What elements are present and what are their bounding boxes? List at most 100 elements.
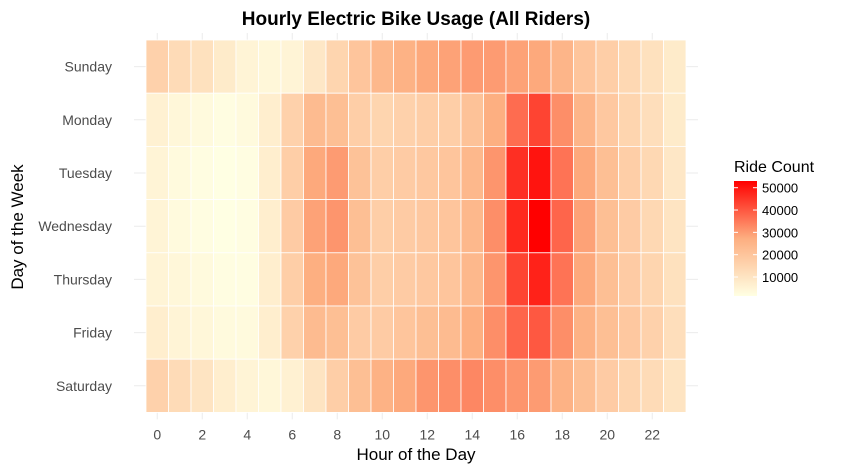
heatmap-cell-tuesday-23 [663, 145, 687, 200]
heatmap-cell-saturday-2 [190, 358, 214, 413]
heatmap-cell-tuesday-0 [145, 145, 169, 200]
heatmap-cell-thursday-13 [438, 252, 462, 307]
legend-tick-label: 10000 [762, 270, 798, 285]
heatmap-cell-wednesday-20 [595, 199, 619, 254]
heatmap-cell-sunday-2 [190, 39, 214, 94]
x-tick-label: 4 [243, 426, 251, 442]
heatmap-cell-saturday-6 [280, 358, 304, 413]
heatmap-cell-wednesday-2 [190, 199, 214, 254]
y-tick-label-thursday: Thursday [54, 271, 112, 287]
heatmap-cell-tuesday-9 [348, 145, 372, 200]
heatmap-cell-sunday-12 [415, 39, 439, 94]
x-tick-label: 14 [464, 426, 480, 442]
heatmap-cell-saturday-8 [325, 358, 349, 413]
heatmap-cell-sunday-4 [235, 39, 259, 94]
heatmap-cell-friday-1 [168, 305, 192, 360]
y-tick-label-saturday: Saturday [56, 378, 112, 394]
heatmap-cell-monday-20 [595, 92, 619, 147]
y-axis-title: Day of the Week [8, 164, 27, 290]
heatmap-cell-monday-4 [235, 92, 259, 147]
heatmap-cell-thursday-9 [348, 252, 372, 307]
heatmap-cell-saturday-12 [415, 358, 439, 413]
x-tick-label: 6 [288, 426, 296, 442]
heatmap-cell-friday-12 [415, 305, 439, 360]
heatmap-cell-saturday-1 [168, 358, 192, 413]
heatmap-cell-thursday-8 [325, 252, 349, 307]
y-axis-ticks: Sunday Monday Tuesday Wednesday Thursday Frid… [38, 59, 112, 394]
heatmap-cell-tuesday-2 [190, 145, 214, 200]
y-tick-label-friday: Friday [73, 325, 112, 341]
heatmap-cell-friday-14 [460, 305, 484, 360]
heatmap-cell-thursday-10 [370, 252, 394, 307]
x-tick-label: 16 [509, 426, 525, 442]
x-tick-label: 20 [599, 426, 615, 442]
heatmap-cell-sunday-11 [393, 39, 417, 94]
heatmap-cell-saturday-16 [505, 358, 529, 413]
heatmap-cell-wednesday-7 [303, 199, 327, 254]
heatmap-cell-wednesday-14 [460, 199, 484, 254]
heatmap-cell-saturday-4 [235, 358, 259, 413]
heatmap-cell-saturday-22 [640, 358, 664, 413]
x-tick-label: 12 [419, 426, 435, 442]
heatmap-cell-thursday-2 [190, 252, 214, 307]
heatmap-cell-saturday-17 [528, 358, 552, 413]
heatmap-cell-friday-16 [505, 305, 529, 360]
heatmap-cell-monday-8 [325, 92, 349, 147]
heatmap-cell-friday-19 [573, 305, 597, 360]
heatmap-cell-friday-4 [235, 305, 259, 360]
x-tick-label: 10 [374, 426, 390, 442]
legend-tick-label: 20000 [762, 248, 798, 263]
heatmap-cell-friday-23 [663, 305, 687, 360]
heatmap-cell-monday-13 [438, 92, 462, 147]
x-axis-ticks: 0 2 4 6 8 10 12 14 16 18 20 22 [153, 426, 660, 442]
heatmap-cell-monday-15 [483, 92, 507, 147]
heatmap-cell-thursday-21 [618, 252, 642, 307]
heatmap-cell-monday-21 [618, 92, 642, 147]
heatmap-cell-monday-17 [528, 92, 552, 147]
heatmap-cell-friday-11 [393, 305, 417, 360]
heatmap-cell-monday-6 [280, 92, 304, 147]
heatmap-cell-sunday-22 [640, 39, 664, 94]
heatmap-cell-tuesday-11 [393, 145, 417, 200]
heatmap-cell-monday-10 [370, 92, 394, 147]
heatmap-cell-thursday-3 [213, 252, 237, 307]
heatmap-cell-wednesday-21 [618, 199, 642, 254]
heatmap-cell-tuesday-16 [505, 145, 529, 200]
heatmap-cell-saturday-5 [258, 358, 282, 413]
heatmap-cell-tuesday-10 [370, 145, 394, 200]
legend: Ride Count 10000 20000 30000 40000 50000 [734, 159, 815, 296]
heatmap-cell-wednesday-8 [325, 199, 349, 254]
heatmap-cell-saturday-15 [483, 358, 507, 413]
x-tick-label: 2 [198, 426, 206, 442]
heatmap-cell-wednesday-17 [528, 199, 552, 254]
legend-title: Ride Count [734, 159, 815, 176]
legend-ticks: 10000 20000 30000 40000 50000 [734, 181, 798, 285]
heatmap-cell-tuesday-3 [213, 145, 237, 200]
heatmap-cell-thursday-11 [393, 252, 417, 307]
heatmap-cell-thursday-14 [460, 252, 484, 307]
heatmap-cell-thursday-4 [235, 252, 259, 307]
heatmap-cell-friday-20 [595, 305, 619, 360]
heatmap-cell-tuesday-13 [438, 145, 462, 200]
heatmap-cell-wednesday-3 [213, 199, 237, 254]
heatmap-cell-monday-1 [168, 92, 192, 147]
heatmap-cell-monday-22 [640, 92, 664, 147]
heatmap-cells [145, 39, 687, 413]
heatmap-cell-wednesday-18 [550, 199, 574, 254]
heatmap-cell-sunday-20 [595, 39, 619, 94]
heatmap-cell-sunday-0 [145, 39, 169, 94]
heatmap-cell-thursday-1 [168, 252, 192, 307]
heatmap-cell-sunday-17 [528, 39, 552, 94]
x-tick-label: 0 [153, 426, 161, 442]
heatmap-cell-saturday-14 [460, 358, 484, 413]
heatmap-cell-thursday-15 [483, 252, 507, 307]
x-tick-label: 18 [554, 426, 570, 442]
heatmap-cell-friday-17 [528, 305, 552, 360]
heatmap-cell-monday-12 [415, 92, 439, 147]
heatmap-cell-sunday-14 [460, 39, 484, 94]
heatmap-cell-tuesday-14 [460, 145, 484, 200]
heatmap-cell-wednesday-5 [258, 199, 282, 254]
heatmap-cell-monday-18 [550, 92, 574, 147]
heatmap-cell-saturday-11 [393, 358, 417, 413]
